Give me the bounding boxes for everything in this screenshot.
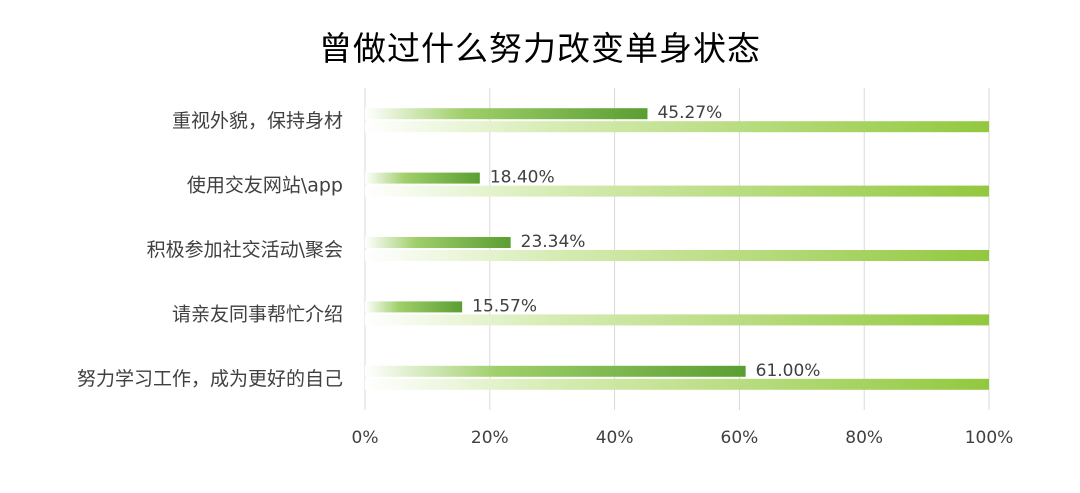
- value-bar: [365, 365, 746, 377]
- x-tick-label: 40%: [596, 428, 634, 448]
- data-label: 61.00%: [756, 361, 821, 381]
- labels: 0% 20% 40% 60% 80% 100% 45.27% 重视外貌，保持身材 18.40% 使…: [77, 103, 1013, 448]
- background-bar: [365, 185, 989, 197]
- grid-lines: [364, 88, 990, 410]
- x-tick-label: 0%: [352, 428, 379, 448]
- value-bar: [365, 108, 648, 120]
- value-bar: [365, 301, 463, 313]
- data-label: 23.34%: [521, 232, 586, 252]
- x-tick-label: 60%: [721, 428, 759, 448]
- background-bar: [365, 314, 989, 326]
- x-tick-label: 20%: [471, 428, 509, 448]
- background-bar: [365, 378, 989, 390]
- category-label: 努力学习工作，成为更好的自己: [77, 368, 343, 390]
- category-label: 请亲友同事帮忙介绍: [172, 303, 343, 325]
- x-tick-label: 80%: [845, 428, 883, 448]
- chart-title: 曾做过什么努力改变单身状态: [319, 29, 761, 68]
- data-label: 45.27%: [657, 103, 722, 123]
- value-bar: [365, 172, 480, 184]
- background-bar: [365, 250, 989, 261]
- data-label: 15.57%: [472, 296, 537, 316]
- data-label: 18.40%: [490, 168, 555, 188]
- background-bar: [365, 121, 989, 133]
- bars: [365, 108, 989, 390]
- category-label: 积极参加社交活动\聚会: [147, 239, 343, 261]
- category-label: 重视外貌，保持身材: [172, 110, 343, 132]
- category-label: 使用交友网站\app: [187, 175, 343, 197]
- x-tick-label: 100%: [965, 428, 1014, 448]
- value-bar: [365, 237, 511, 248]
